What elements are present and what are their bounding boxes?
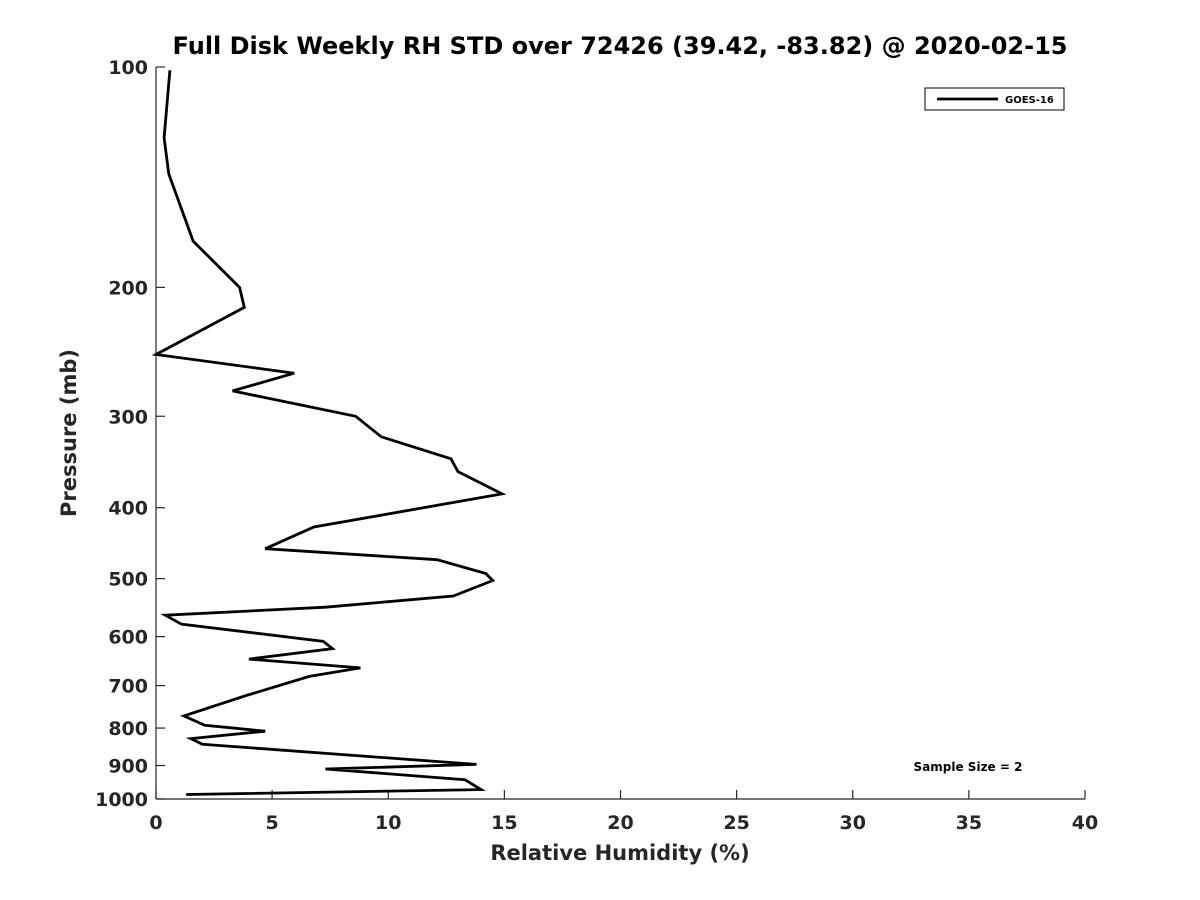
y-tick-label: 500 bbox=[108, 569, 148, 591]
x-tick-label: 0 bbox=[149, 812, 162, 834]
x-tick-label: 5 bbox=[266, 812, 279, 834]
y-tick-label: 400 bbox=[108, 498, 148, 520]
x-tick-label: 40 bbox=[1072, 812, 1098, 834]
y-tick-label: 600 bbox=[108, 627, 148, 649]
y-tick-label: 1000 bbox=[95, 789, 148, 811]
x-tick-label: 15 bbox=[491, 812, 517, 834]
x-tick-label: 35 bbox=[956, 812, 982, 834]
x-axis-label: Relative Humidity (%) bbox=[490, 841, 749, 865]
y-tick-label: 100 bbox=[108, 57, 148, 79]
y-tick-label: 200 bbox=[108, 277, 148, 299]
y-tick-label: 700 bbox=[108, 676, 148, 698]
y-tick-label: 300 bbox=[108, 406, 148, 428]
axis-ticks: 0 5 10 15 20 25 30 35 40 100 200 300 400 500 600 700 800… bbox=[95, 57, 1098, 834]
sample-size-annotation: Sample Size = 2 bbox=[914, 760, 1023, 774]
x-tick-label: 25 bbox=[723, 812, 749, 834]
legend-entry-goes-16: GOES-16 bbox=[1005, 95, 1054, 106]
chart-title: Full Disk Weekly RH STD over 72426 (39.4… bbox=[173, 32, 1068, 60]
x-tick-label: 20 bbox=[607, 812, 633, 834]
series-line-goes-16 bbox=[151, 70, 507, 796]
y-axis-label: Pressure (mb) bbox=[57, 349, 81, 517]
axes bbox=[155, 67, 1085, 800]
x-tick-label: 30 bbox=[840, 812, 866, 834]
y-tick-label: 800 bbox=[108, 718, 148, 740]
y-tick-label: 900 bbox=[108, 756, 148, 778]
x-tick-label: 10 bbox=[375, 812, 401, 834]
legend: GOES-16 bbox=[924, 87, 1065, 111]
